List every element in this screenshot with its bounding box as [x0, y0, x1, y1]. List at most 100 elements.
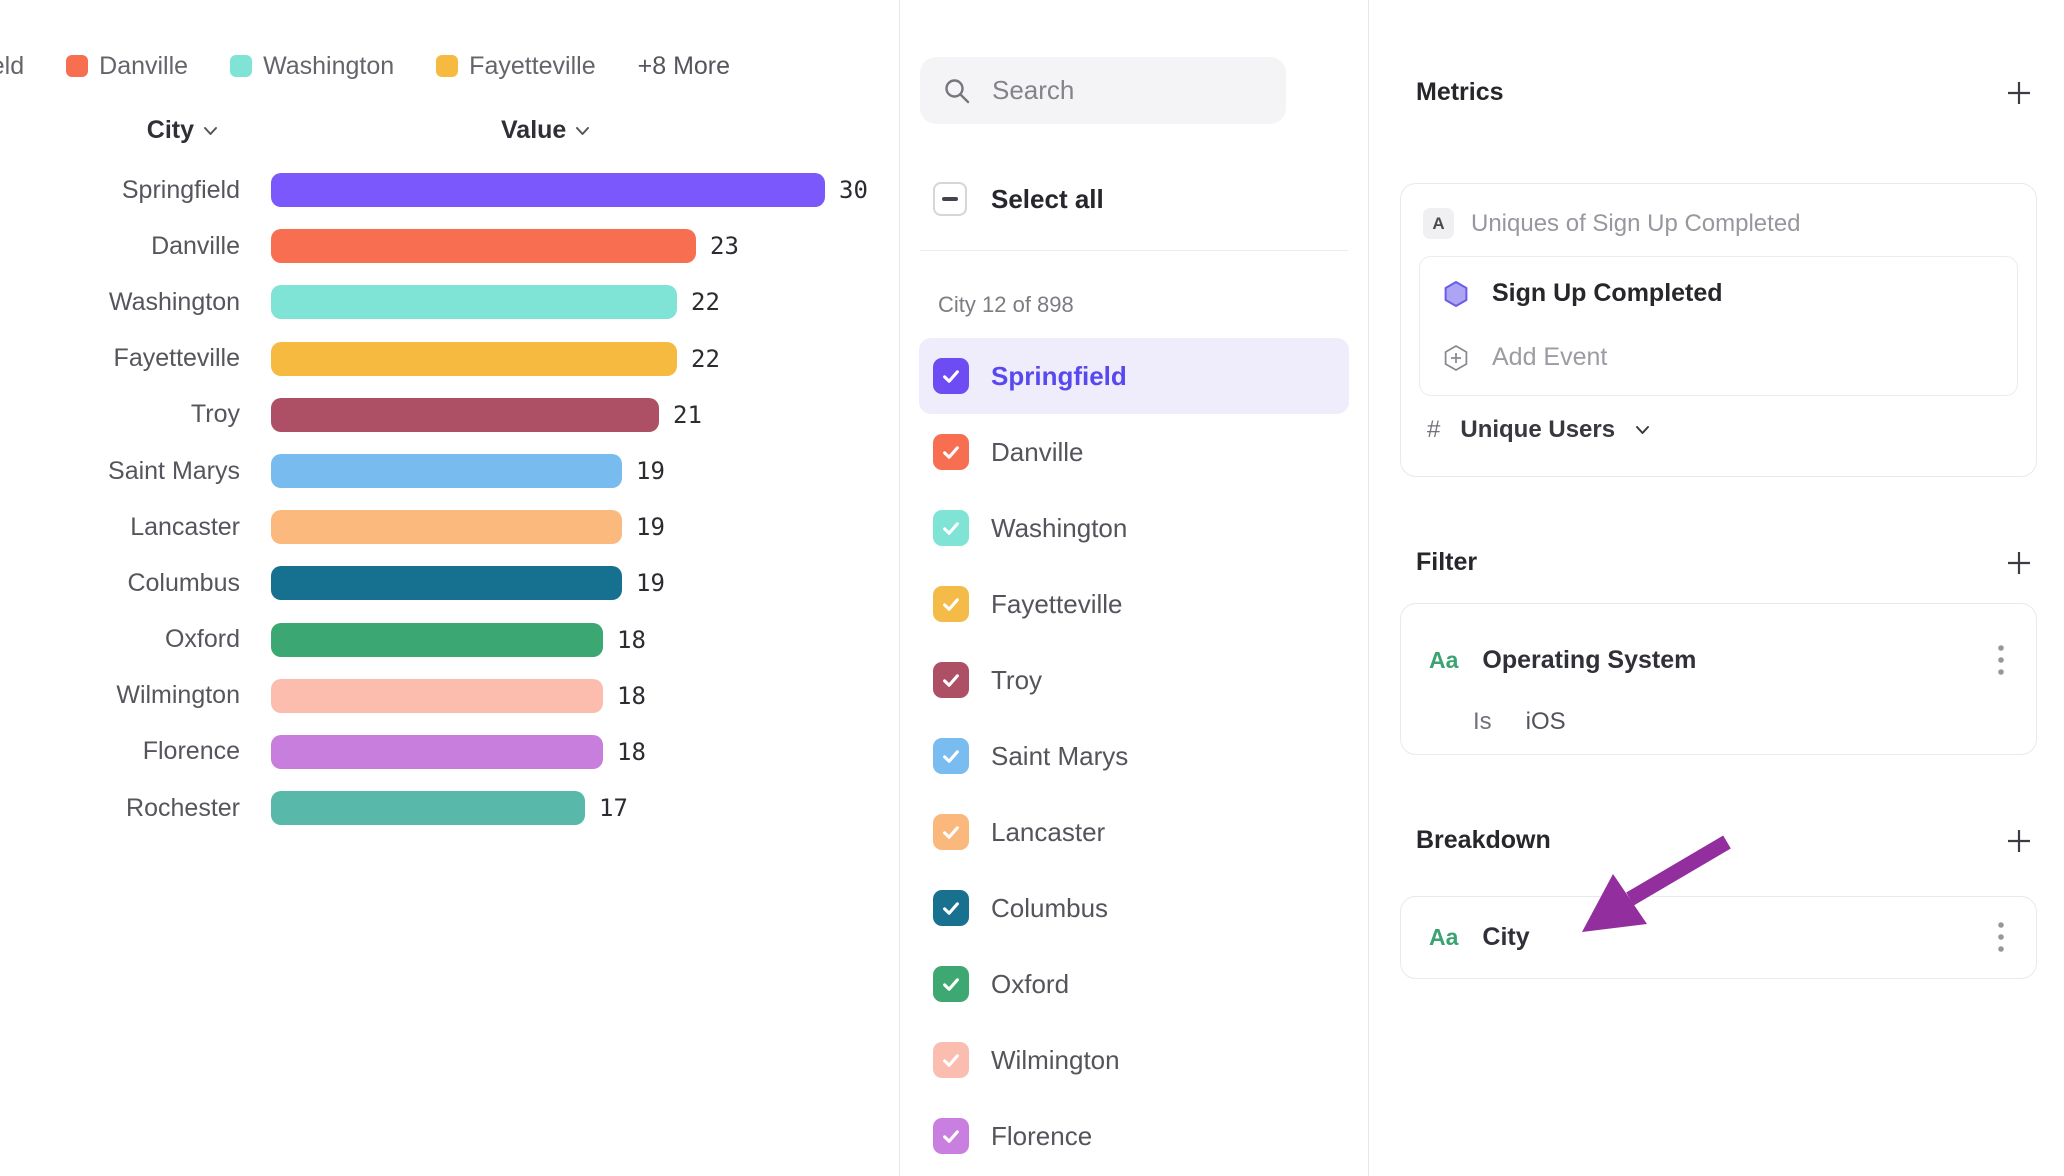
sort-header-value[interactable]: Value	[501, 116, 590, 145]
chart-bar-row: Springfield 30	[0, 162, 899, 218]
chart-bar-value: 30	[839, 176, 868, 205]
city-list-item[interactable]: Danville	[919, 414, 1349, 490]
breakdown-property-row[interactable]: Aa City	[1429, 923, 1530, 952]
chart-bar	[271, 397, 659, 432]
chart-bar-row: Oxford 18	[0, 612, 899, 668]
city-list-item[interactable]: Oxford	[919, 946, 1349, 1022]
chart-bar	[271, 622, 603, 657]
city-list-item[interactable]: Florence	[919, 1098, 1349, 1174]
chart-bar-value: 19	[636, 457, 665, 486]
legend-swatch-icon	[436, 55, 459, 77]
chart-bar-value: 22	[691, 288, 720, 317]
select-all-row[interactable]: Select all	[933, 182, 1104, 216]
aa-type-icon: Aa	[1429, 924, 1459, 950]
city-list-item[interactable]: Lancaster	[919, 794, 1349, 870]
chart-bar-row: Columbus 19	[0, 555, 899, 611]
filter-property-row[interactable]: Aa Operating System	[1429, 646, 1696, 675]
measure-dropdown[interactable]: # Unique Users	[1427, 416, 1650, 444]
kebab-menu-icon[interactable]	[1986, 640, 2016, 680]
city-checkbox[interactable]	[933, 1118, 969, 1154]
chevron-down-icon	[1636, 426, 1650, 434]
chart-bar-row: Lancaster 19	[0, 499, 899, 555]
add-filter-button[interactable]	[2004, 548, 2034, 578]
city-label: Columbus	[991, 892, 1109, 923]
city-label: Wilmington	[991, 1044, 1120, 1075]
chart-bar-row: Troy 21	[0, 387, 899, 443]
chevron-down-icon	[576, 126, 590, 135]
chart-city-label: Wilmington	[116, 681, 240, 710]
metrics-section-title: Metrics	[1416, 78, 1504, 106]
city-list-item[interactable]: Springfield	[919, 338, 1349, 414]
legend-item[interactable]: Springfield	[0, 52, 24, 81]
chart-bar	[271, 734, 603, 769]
chart-bar-track: 19	[271, 454, 899, 489]
city-checkbox[interactable]	[933, 510, 969, 546]
city-checkbox[interactable]	[933, 890, 969, 926]
checkmark-icon	[943, 446, 959, 459]
chart-legend: Springfield Danville Washington Fayettev…	[0, 40, 889, 92]
search-box[interactable]	[920, 57, 1286, 124]
checkmark-icon	[943, 370, 959, 383]
legend-more[interactable]: +8 More	[637, 51, 731, 80]
legend-item[interactable]: Danville	[66, 52, 188, 81]
select-all-label: Select all	[991, 183, 1104, 214]
city-checkbox[interactable]	[933, 738, 969, 774]
add-breakdown-button[interactable]	[2004, 826, 2034, 856]
city-label: Danville	[991, 436, 1084, 467]
city-list-item[interactable]: Columbus	[919, 870, 1349, 946]
filter-value: iOS	[1525, 708, 1566, 735]
add-event-button[interactable]: Add Event	[1442, 343, 1607, 372]
filter-section-title: Filter	[1416, 548, 1478, 576]
checkmark-icon	[943, 750, 959, 763]
chart-city-label: Oxford	[164, 625, 240, 654]
city-checkbox[interactable]	[933, 662, 969, 698]
chart-bar-value: 21	[673, 400, 702, 429]
city-list-item[interactable]: Wilmington	[919, 1022, 1349, 1098]
chart-bar-track: 30	[271, 173, 899, 208]
checkmark-icon	[943, 902, 959, 915]
chart-bar-track: 18	[271, 622, 899, 657]
filter-clause[interactable]: Is iOS	[1473, 708, 1566, 736]
chart-bar-value: 19	[636, 569, 665, 598]
sort-header-city[interactable]: City	[147, 116, 218, 145]
chart-bar-value: 18	[617, 625, 646, 654]
kebab-menu-icon[interactable]	[1986, 917, 2016, 957]
chart-header: City Value	[0, 116, 899, 145]
city-checkbox[interactable]	[933, 434, 969, 470]
city-checkbox[interactable]	[933, 586, 969, 622]
legend-item[interactable]: Washington	[230, 52, 394, 81]
event-name: Sign Up Completed	[1492, 279, 1723, 307]
add-metric-button[interactable]	[2004, 78, 2034, 108]
breakdown-section-title: Breakdown	[1416, 826, 1551, 854]
city-filter-popover: Select all City 12 of 898 Springfield Da…	[899, 0, 1369, 1176]
search-input[interactable]	[992, 75, 1242, 106]
chart-bar-track: 21	[271, 397, 899, 432]
add-event-hexagon-icon	[1444, 344, 1468, 371]
chart-bar	[271, 173, 825, 208]
chart-city-label: Lancaster	[130, 512, 240, 541]
measure-label: Unique Users	[1460, 416, 1616, 443]
legend-item[interactable]: Fayetteville	[436, 52, 596, 81]
city-list-item[interactable]: Saint Marys	[919, 718, 1349, 794]
event-row[interactable]: Sign Up Completed	[1442, 279, 1723, 308]
city-list-item[interactable]: Fayetteville	[919, 566, 1349, 642]
city-checkbox[interactable]	[933, 966, 969, 1002]
checkmark-icon	[943, 1130, 959, 1143]
filter-property-name: Operating System	[1482, 646, 1697, 674]
chart-bar-track: 17	[271, 791, 899, 826]
city-list-item[interactable]: Troy	[919, 642, 1349, 718]
chart-city-label: Columbus	[127, 568, 240, 597]
city-checkbox[interactable]	[933, 1042, 969, 1078]
city-list-item[interactable]: Washington	[919, 490, 1349, 566]
chevron-down-icon	[204, 126, 217, 135]
metric-card: A Uniques of Sign Up Completed Sign Up C…	[1400, 183, 2037, 477]
city-checkbox[interactable]	[933, 814, 969, 850]
city-checkbox[interactable]	[933, 358, 969, 394]
chart-bar-track: 19	[271, 510, 899, 545]
city-label: Springfield	[991, 360, 1127, 391]
bar-chart-panel: Springfield Danville Washington Fayettev…	[0, 0, 899, 1176]
add-event-label: Add Event	[1492, 343, 1608, 371]
chart-city-label: Springfield	[121, 175, 240, 204]
select-all-checkbox[interactable]	[933, 182, 967, 216]
